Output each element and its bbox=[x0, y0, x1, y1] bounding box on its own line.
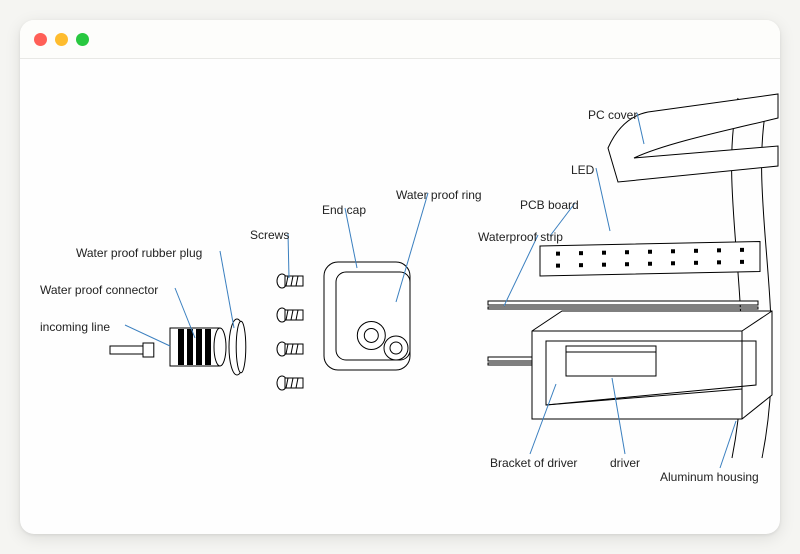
label-driver: driver bbox=[610, 456, 640, 470]
label-end-cap: End cap bbox=[322, 203, 366, 217]
label-aluminum-housing: Aluminum housing bbox=[660, 470, 759, 484]
minimize-icon[interactable] bbox=[55, 33, 68, 46]
label-bracket-of-driver: Bracket of driver bbox=[490, 456, 577, 470]
titlebar bbox=[20, 20, 780, 59]
label-waterproof-strip: Waterproof strip bbox=[478, 230, 563, 244]
label-incoming-line: incoming line bbox=[40, 320, 110, 334]
label-screws: Screws bbox=[250, 228, 289, 242]
diagram-canvas: incoming line Water proof connector Water … bbox=[20, 58, 780, 534]
close-icon[interactable] bbox=[34, 33, 47, 46]
app-window: incoming line Water proof connector Water … bbox=[20, 20, 780, 534]
label-led: LED bbox=[571, 163, 594, 177]
label-pcb-board: PCB board bbox=[520, 198, 579, 212]
label-pc-cover: PC cover bbox=[588, 108, 637, 122]
label-waterproof-plug: Water proof rubber plug bbox=[76, 246, 202, 260]
zoom-icon[interactable] bbox=[76, 33, 89, 46]
label-waterproof-ring: Water proof ring bbox=[396, 188, 482, 202]
label-waterproof-connector: Water proof connector bbox=[40, 283, 158, 297]
